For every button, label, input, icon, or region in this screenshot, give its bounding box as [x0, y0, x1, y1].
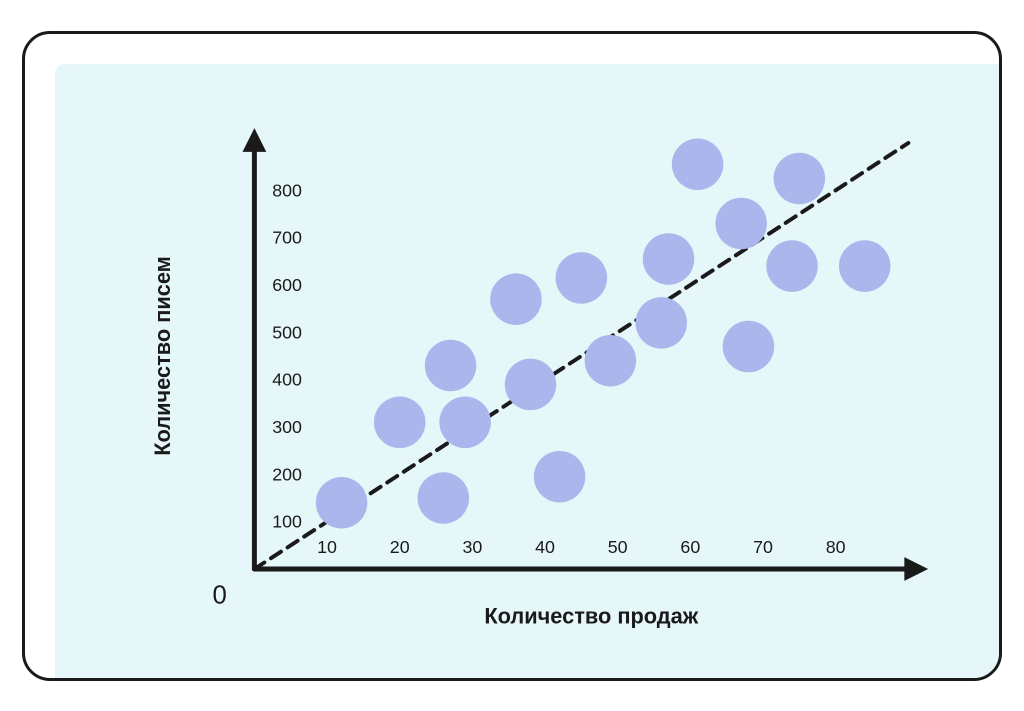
- scatter-point: [723, 320, 775, 372]
- y-tick-labels: 100 200 300 400 500 600 700 800: [272, 180, 302, 531]
- scatter-point: [636, 297, 688, 349]
- y-tick-label: 400: [272, 369, 302, 389]
- y-tick-label: 700: [272, 227, 302, 247]
- x-tick-label: 20: [390, 537, 410, 557]
- y-axis-label: Количество писем: [150, 256, 175, 456]
- scatter-point: [316, 476, 368, 528]
- y-tick-label: 800: [272, 180, 302, 200]
- x-tick-label: 80: [826, 537, 846, 557]
- scatter-point: [766, 240, 818, 292]
- scatter-chart: 10 20 30 40 50 60 70 80 100 200 300 400 500 600 700 80…: [25, 34, 999, 678]
- scatter-points-group: [316, 138, 891, 528]
- scatter-point: [490, 273, 542, 325]
- x-tick-label: 30: [462, 537, 482, 557]
- x-tick-label: 50: [608, 537, 628, 557]
- x-tick-label: 40: [535, 537, 555, 557]
- y-tick-label: 100: [272, 511, 302, 531]
- scatter-point: [505, 358, 557, 410]
- scatter-point: [556, 252, 608, 304]
- scatter-point: [418, 472, 470, 524]
- scatter-point: [374, 396, 426, 448]
- scatter-point: [643, 233, 695, 285]
- y-tick-label: 200: [272, 464, 302, 484]
- scatter-point: [439, 396, 491, 448]
- y-axis-arrow-icon: [243, 128, 267, 152]
- origin-label: 0: [213, 581, 227, 609]
- scatter-point: [425, 339, 477, 391]
- chart-svg: 10 20 30 40 50 60 70 80 100 200 300 400 500 600 700 80…: [25, 34, 999, 678]
- scatter-point: [585, 334, 637, 386]
- scatter-point: [715, 197, 767, 249]
- y-tick-label: 600: [272, 274, 302, 294]
- x-tick-label: 70: [753, 537, 773, 557]
- x-axis-arrow-icon: [904, 557, 928, 581]
- chart-frame: 10 20 30 40 50 60 70 80 100 200 300 400 500 600 700 80…: [22, 31, 1002, 681]
- scatter-point: [774, 152, 826, 204]
- scatter-point: [839, 240, 891, 292]
- y-tick-label: 300: [272, 416, 302, 436]
- x-axis-label: Количество продаж: [484, 603, 698, 628]
- y-tick-label: 500: [272, 322, 302, 342]
- x-tick-labels: 10 20 30 40 50 60 70 80: [317, 537, 846, 557]
- scatter-point: [672, 138, 724, 190]
- x-tick-label: 60: [680, 537, 700, 557]
- scatter-point: [534, 450, 586, 502]
- x-tick-label: 10: [317, 537, 337, 557]
